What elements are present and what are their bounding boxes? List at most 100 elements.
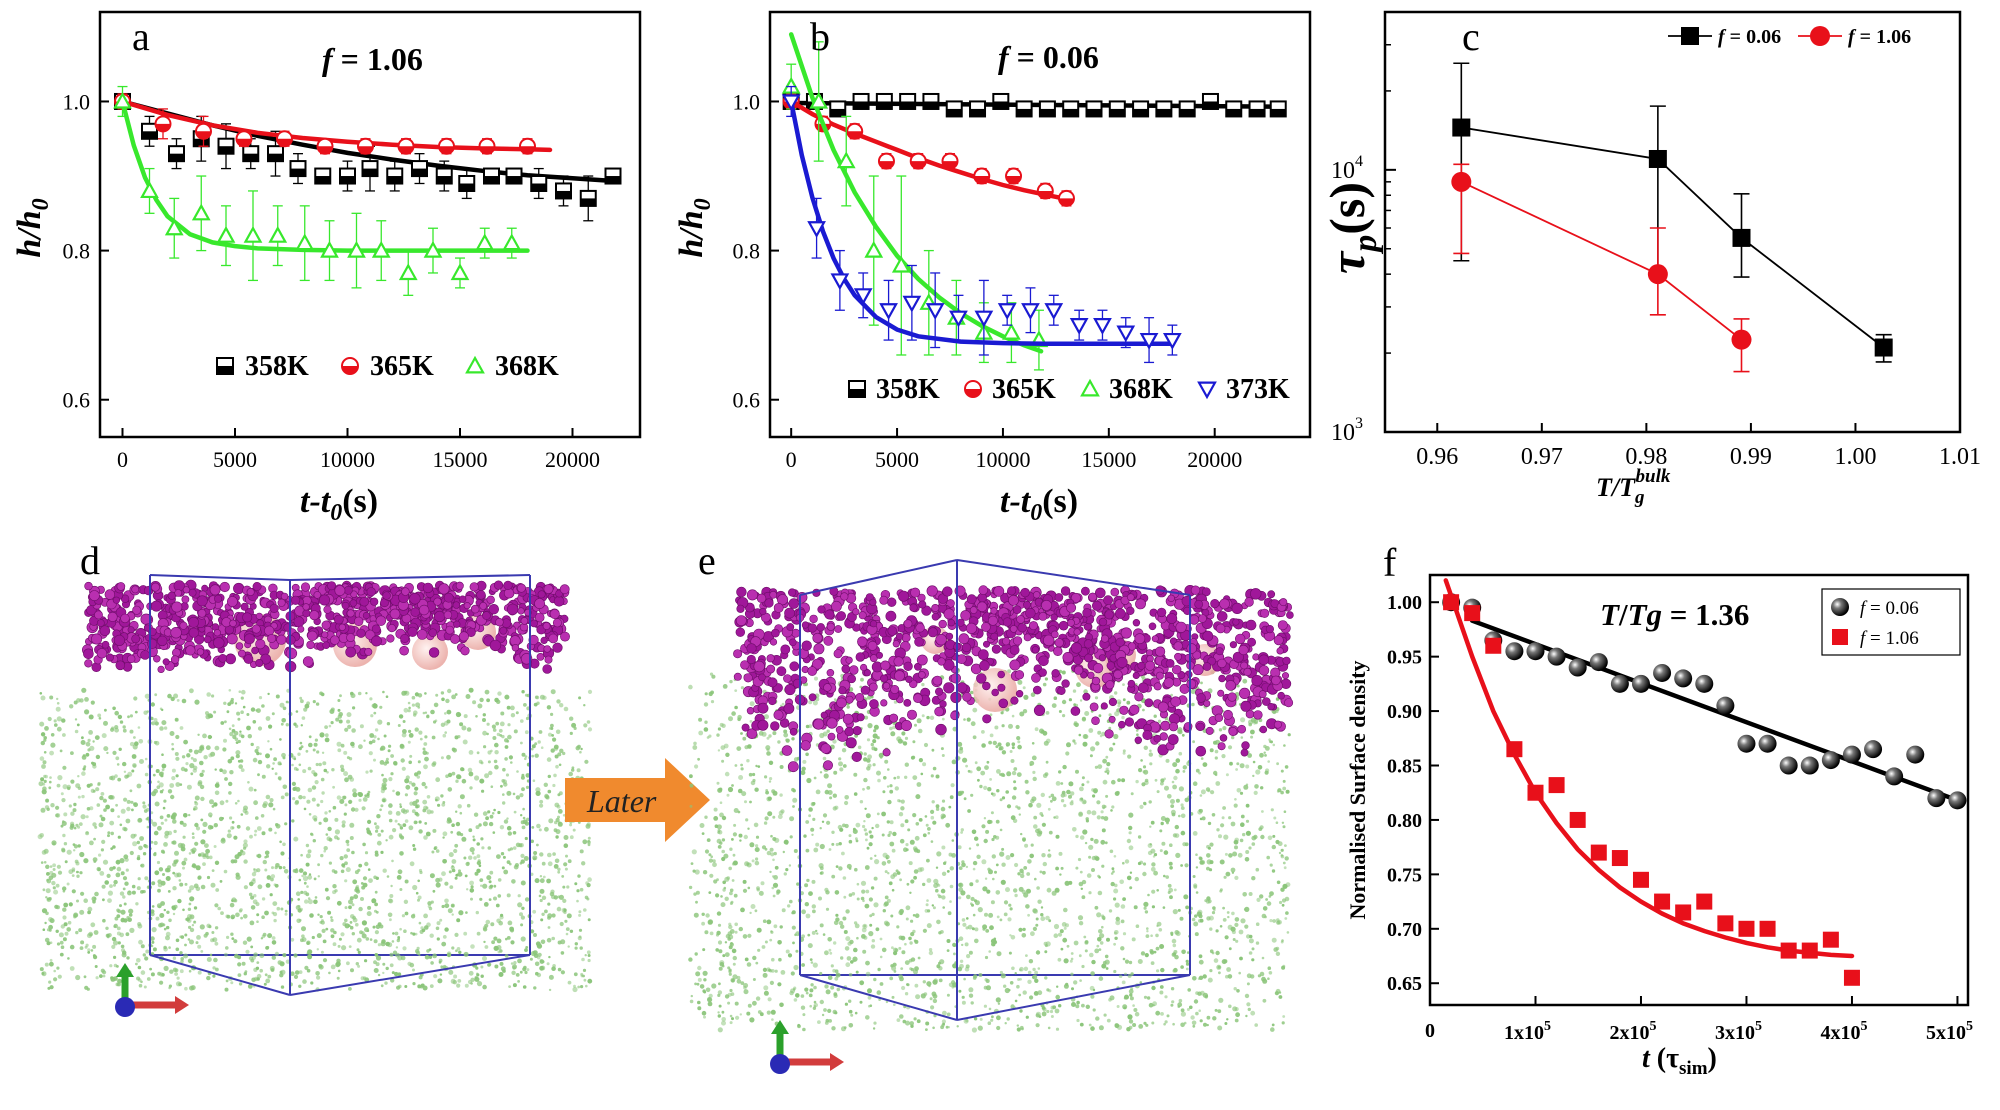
polymer-particle — [990, 1018, 994, 1022]
polymer-particle — [238, 764, 243, 769]
polymer-particle — [401, 690, 407, 696]
data-point — [969, 100, 987, 118]
polymer-particle — [481, 789, 485, 793]
polymer-particle — [233, 939, 238, 944]
polymer-particle — [1096, 944, 1100, 948]
polymer-particle — [373, 960, 377, 965]
polymer-particle — [136, 886, 141, 891]
polymer-particle — [166, 814, 171, 818]
data-point-fill — [398, 146, 414, 154]
polymer-particle — [117, 714, 123, 720]
polymer-particle — [80, 891, 85, 896]
polymer-particle — [470, 977, 475, 982]
polymer-particle — [365, 692, 368, 695]
polymer-particle — [301, 934, 305, 938]
polymer-particle — [585, 881, 589, 885]
polymer-particle — [152, 773, 156, 777]
polymer-particle — [502, 767, 506, 772]
polymer-particle — [1122, 932, 1127, 936]
polymer-particle — [522, 807, 525, 811]
polymer-particle — [117, 941, 121, 945]
polymer-particle — [303, 707, 308, 712]
polymer-particle — [488, 770, 493, 776]
polymer-particle — [257, 726, 263, 731]
polymer-particle — [200, 796, 205, 802]
polymer-particle — [473, 812, 479, 817]
polymer-particle — [75, 930, 79, 935]
polymer-particle — [441, 871, 446, 877]
polymer-particle — [1151, 905, 1155, 909]
polymer-particle — [402, 823, 407, 827]
polymer-particle — [1185, 959, 1189, 963]
polymer-particle — [506, 893, 511, 898]
polymer-particle — [374, 890, 378, 894]
polymer-particle — [324, 733, 329, 738]
polymer-particle — [1159, 849, 1163, 853]
data-point — [1155, 100, 1173, 118]
polymer-particle — [451, 823, 455, 827]
polymer-particle — [446, 951, 452, 956]
polymer-particle — [520, 814, 523, 817]
polymer-particle — [1101, 864, 1105, 868]
polymer-particle — [451, 865, 454, 868]
polymer-particle — [1202, 974, 1207, 979]
polymer-particle — [431, 850, 435, 854]
surface-particle — [443, 592, 454, 603]
polymer-particle — [252, 878, 256, 882]
polymer-particle — [332, 805, 337, 810]
polymer-particle — [771, 1018, 774, 1021]
polymer-particle — [243, 885, 248, 890]
polymer-particle — [476, 931, 481, 936]
polymer-particle — [339, 799, 345, 804]
polymer-particle — [1016, 736, 1021, 741]
polymer-particle — [402, 809, 408, 815]
polymer-particle — [762, 967, 768, 973]
polymer-particle — [539, 803, 544, 808]
polymer-particle — [525, 716, 530, 721]
polymer-particle — [546, 878, 551, 884]
polymer-particle — [404, 819, 409, 823]
polymer-particle — [362, 876, 368, 881]
polymer-particle — [540, 939, 546, 945]
polymer-particle — [957, 741, 963, 747]
polymer-particle — [188, 925, 192, 930]
polymer-particle — [536, 843, 539, 847]
polymer-particle — [318, 821, 322, 825]
polymer-particle — [67, 957, 70, 960]
polymer-particle — [66, 849, 72, 855]
polymer-particle — [224, 777, 228, 781]
polymer-particle — [1223, 959, 1228, 964]
polymer-particle — [109, 866, 114, 872]
polymer-particle — [301, 716, 306, 720]
surface-particle — [174, 589, 182, 597]
polymer-particle — [39, 692, 43, 695]
data-point — [1178, 100, 1196, 118]
surface-particle — [503, 580, 513, 591]
polymer-particle — [507, 723, 511, 727]
polymer-particle — [836, 987, 841, 992]
polymer-particle — [554, 754, 559, 759]
polymer-particle — [865, 889, 870, 894]
polymer-particle — [530, 929, 535, 934]
data-point-fill — [1058, 198, 1074, 206]
polymer-particle — [500, 852, 505, 856]
polymer-particle — [922, 882, 926, 887]
surface-particle — [214, 594, 223, 603]
polymer-particle — [374, 902, 378, 907]
polymer-particle — [926, 899, 929, 902]
polymer-particle — [405, 784, 411, 790]
polymer-particle — [376, 840, 382, 846]
polymer-particle — [1169, 895, 1173, 900]
polymer-particle — [108, 795, 112, 799]
polymer-particle — [115, 756, 120, 761]
polymer-particle — [225, 799, 229, 803]
polymer-particle — [120, 944, 125, 949]
polymer-particle — [704, 720, 708, 724]
x-tick-label: 15000 — [1081, 447, 1136, 472]
polymer-particle — [563, 835, 569, 840]
surface-particle — [536, 653, 545, 661]
polymer-particle — [1048, 795, 1051, 799]
series-365K — [782, 92, 1075, 207]
polymer-particle — [145, 817, 149, 821]
polymer-particle — [237, 717, 241, 721]
